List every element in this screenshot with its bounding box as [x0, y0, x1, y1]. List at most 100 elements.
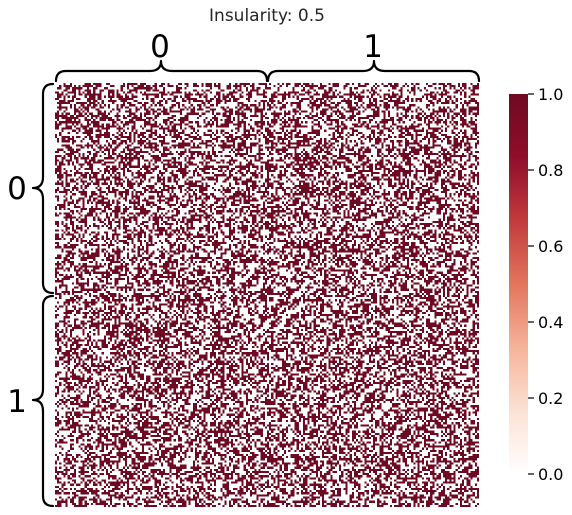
heatmap-row-100 — [59, 295, 480, 298]
heatmap-row-40 — [55, 167, 477, 170]
heatmap-row-119 — [55, 335, 475, 338]
heatmap-row-90 — [55, 273, 477, 276]
heatmap-row-107 — [55, 309, 477, 312]
heatmap-row-78 — [61, 248, 473, 251]
heatmap-row-164 — [57, 430, 477, 433]
heatmap-row-105 — [55, 305, 479, 308]
heatmap-row-88 — [55, 269, 475, 272]
heatmap-row-59 — [55, 208, 479, 211]
heatmap-row-182 — [55, 468, 479, 471]
heatmap-row-116 — [57, 328, 475, 332]
heatmap-row-3 — [63, 89, 475, 92]
heatmap-row-192 — [55, 490, 479, 493]
heatmap-row-67 — [57, 225, 480, 228]
heatmap-row-149 — [59, 398, 475, 401]
heatmap-row-137 — [55, 373, 479, 376]
heatmap-row-60 — [69, 210, 479, 213]
heatmap-row-191 — [59, 487, 480, 491]
heatmap-row-167 — [63, 437, 479, 440]
heatmap-row-20 — [55, 125, 477, 128]
heatmap-row-168 — [55, 439, 473, 442]
heatmap-row-91 — [55, 275, 479, 279]
heatmap-row-58 — [55, 205, 479, 209]
heatmap-row-25 — [55, 136, 479, 139]
heatmap-row-89 — [55, 271, 479, 274]
heatmap-row-123 — [57, 343, 477, 346]
top-group-label-0: 0 — [150, 29, 170, 65]
heatmap-row-162 — [61, 426, 480, 429]
top-brace-1 — [266, 59, 481, 83]
colorbar-tick-label: 0.0 — [538, 465, 563, 484]
heatmap-row-163 — [59, 428, 480, 431]
colorbar: 0.0 0.2 0.4 0.6 0.8 1.0 — [509, 85, 563, 484]
heatmap-row-170 — [55, 443, 475, 446]
heatmap-row-134 — [63, 367, 479, 370]
heatmap-row-126 — [57, 350, 480, 353]
heatmap-row-47 — [55, 182, 479, 185]
heatmap-row-70 — [63, 231, 479, 234]
heatmap-row-98 — [55, 290, 479, 293]
heatmap-row-2 — [57, 87, 480, 90]
heatmap-row-110 — [55, 316, 477, 319]
chart-title: Insularity: 0.5 — [209, 6, 325, 26]
heatmap-row-43 — [57, 174, 480, 177]
heatmap-row-81 — [57, 254, 469, 257]
heatmap-row-111 — [63, 318, 479, 321]
heatmap-row-157 — [55, 415, 467, 418]
heatmap-row-198 — [57, 502, 480, 505]
heatmap-row-152 — [57, 405, 480, 408]
heatmap-row-172 — [61, 447, 475, 450]
left-brace-0 — [31, 82, 55, 295]
heatmap-row-129 — [55, 356, 477, 359]
heatmap-row-54 — [57, 197, 480, 200]
heatmap-row-133 — [55, 364, 475, 368]
heatmap-row-178 — [55, 460, 475, 463]
heatmap-row-8 — [59, 99, 477, 103]
heatmap-row-87 — [55, 267, 479, 270]
heatmap-row-148 — [63, 396, 475, 399]
heatmap-row-147 — [55, 394, 479, 397]
heatmap-row-22 — [61, 129, 477, 132]
heatmap-row-37 — [55, 161, 479, 164]
heatmap-row-193 — [55, 492, 479, 495]
heatmap-row-24 — [55, 133, 477, 136]
heatmap-row-115 — [55, 326, 479, 329]
heatmap-row-56 — [63, 201, 479, 204]
heatmap-row-151 — [55, 403, 467, 406]
colorbar-tick-label: 0.6 — [538, 237, 563, 256]
heatmap-row-32 — [55, 150, 479, 153]
heatmap-row-139 — [59, 377, 475, 380]
heatmap-row-195 — [59, 496, 480, 499]
heatmap-row-10 — [59, 104, 480, 107]
heatmap-row-128 — [63, 354, 477, 357]
heatmap-row-135 — [67, 369, 477, 372]
colorbar-tick-label: 0.4 — [538, 313, 563, 332]
heatmap-row-19 — [55, 123, 477, 126]
heatmap-row-35 — [55, 157, 479, 160]
heatmap-matrix — [55, 83, 480, 507]
heatmap-row-171 — [55, 445, 479, 448]
colorbar-tick-label: 0.2 — [538, 389, 563, 408]
heatmap-row-122 — [57, 341, 480, 344]
heatmap-row-132 — [55, 362, 479, 365]
heatmap-row-41 — [55, 169, 473, 173]
heatmap-row-16 — [55, 116, 473, 120]
heatmap-row-45 — [59, 178, 480, 181]
heatmap-row-73 — [55, 237, 477, 240]
heatmap-row-9 — [57, 102, 479, 105]
heatmap-row-79 — [61, 250, 480, 253]
heatmap-row-72 — [55, 235, 479, 238]
heatmap-row-183 — [55, 470, 479, 474]
colorbar-gradient-bar — [509, 94, 528, 474]
heatmap-row-64 — [65, 218, 473, 221]
heatmap-row-165 — [55, 432, 479, 435]
heatmap-row-31 — [57, 148, 471, 151]
heatmap-row-65 — [55, 220, 473, 223]
heatmap-row-185 — [55, 475, 477, 478]
heatmap-row-160 — [55, 422, 479, 425]
heatmap-row-175 — [55, 454, 479, 457]
heatmap-row-51 — [55, 191, 479, 194]
group-braces — [31, 59, 481, 508]
